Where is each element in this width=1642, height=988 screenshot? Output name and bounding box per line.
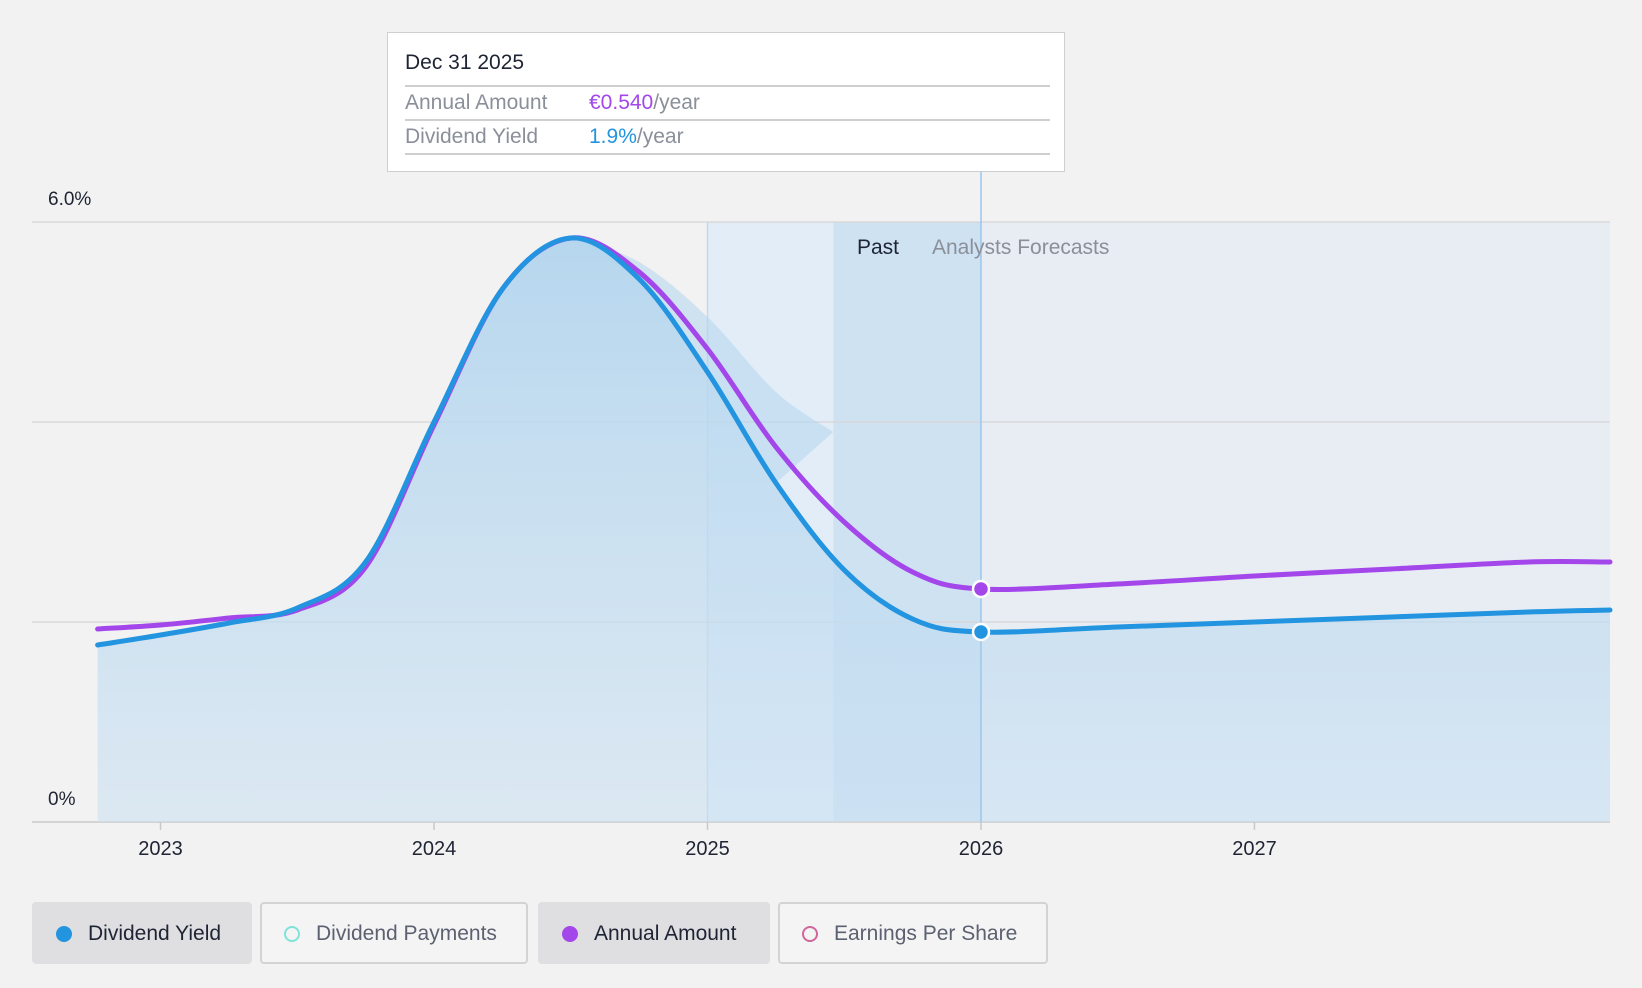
legend-toggle-annual-amount[interactable]: Annual Amount [538,902,770,964]
tooltip-dividend-yield-unit: /year [636,125,684,148]
tooltip-row-label: Annual Amount [405,91,548,114]
legend-toggle-earnings-per-share[interactable]: Earnings Per Share [778,902,1048,964]
past-label: Past [857,236,899,259]
earnings-per-share-ring-icon [802,926,818,942]
legend-label: Earnings Per Share [834,922,1018,945]
cursor-point-annual-amount [971,579,991,599]
data-tooltip: Dec 31 2025 Annual Amount €0.540/year Di… [387,32,1065,172]
tooltip-row-annual-amount: Annual Amount €0.540/year [405,85,1050,119]
legend-toggle-dividend-yield[interactable]: Dividend Yield [32,902,252,964]
dividend-yield-area [97,237,1611,822]
y-tick-label-bottom: 0% [48,789,76,810]
x-tick-label: 2027 [1232,838,1277,860]
series-line-annual-amount [95,235,1613,632]
tooltip-annual-amount-value: €0.540 [589,91,654,114]
dividend-payments-ring-icon [284,926,300,942]
cursor-point-dividend-yield [971,622,991,642]
annual-amount-dot-icon [562,926,578,942]
tooltip-annual-amount-unit: /year [653,91,700,114]
tooltip-dividend-yield-value: 1.9% [589,125,637,148]
tooltip-date: Dec 31 2025 [405,51,525,74]
legend-label: Annual Amount [594,922,737,945]
x-tick-label: 2025 [685,838,730,860]
forecast-label: Analysts Forecasts [932,236,1109,259]
tooltip-row-label: Dividend Yield [405,125,539,148]
tooltip-row-value: €0.540/year [589,91,700,115]
x-tick-label: 2026 [959,838,1004,860]
x-tick-label: 2024 [412,838,457,860]
tooltip-row-value: 1.9%/year [589,125,684,149]
dividend-yield-dot-icon [56,926,72,942]
legend-label: Dividend Yield [88,922,222,945]
x-tick-label: 2023 [138,838,183,860]
legend-label: Dividend Payments [316,922,497,945]
series-line-dividend-yield [95,235,1613,648]
legend-toggle-dividend-payments[interactable]: Dividend Payments [260,902,528,964]
tooltip-row-dividend-yield: Dividend Yield 1.9%/year [405,119,1050,155]
y-tick-label-top: 6.0% [48,189,91,210]
